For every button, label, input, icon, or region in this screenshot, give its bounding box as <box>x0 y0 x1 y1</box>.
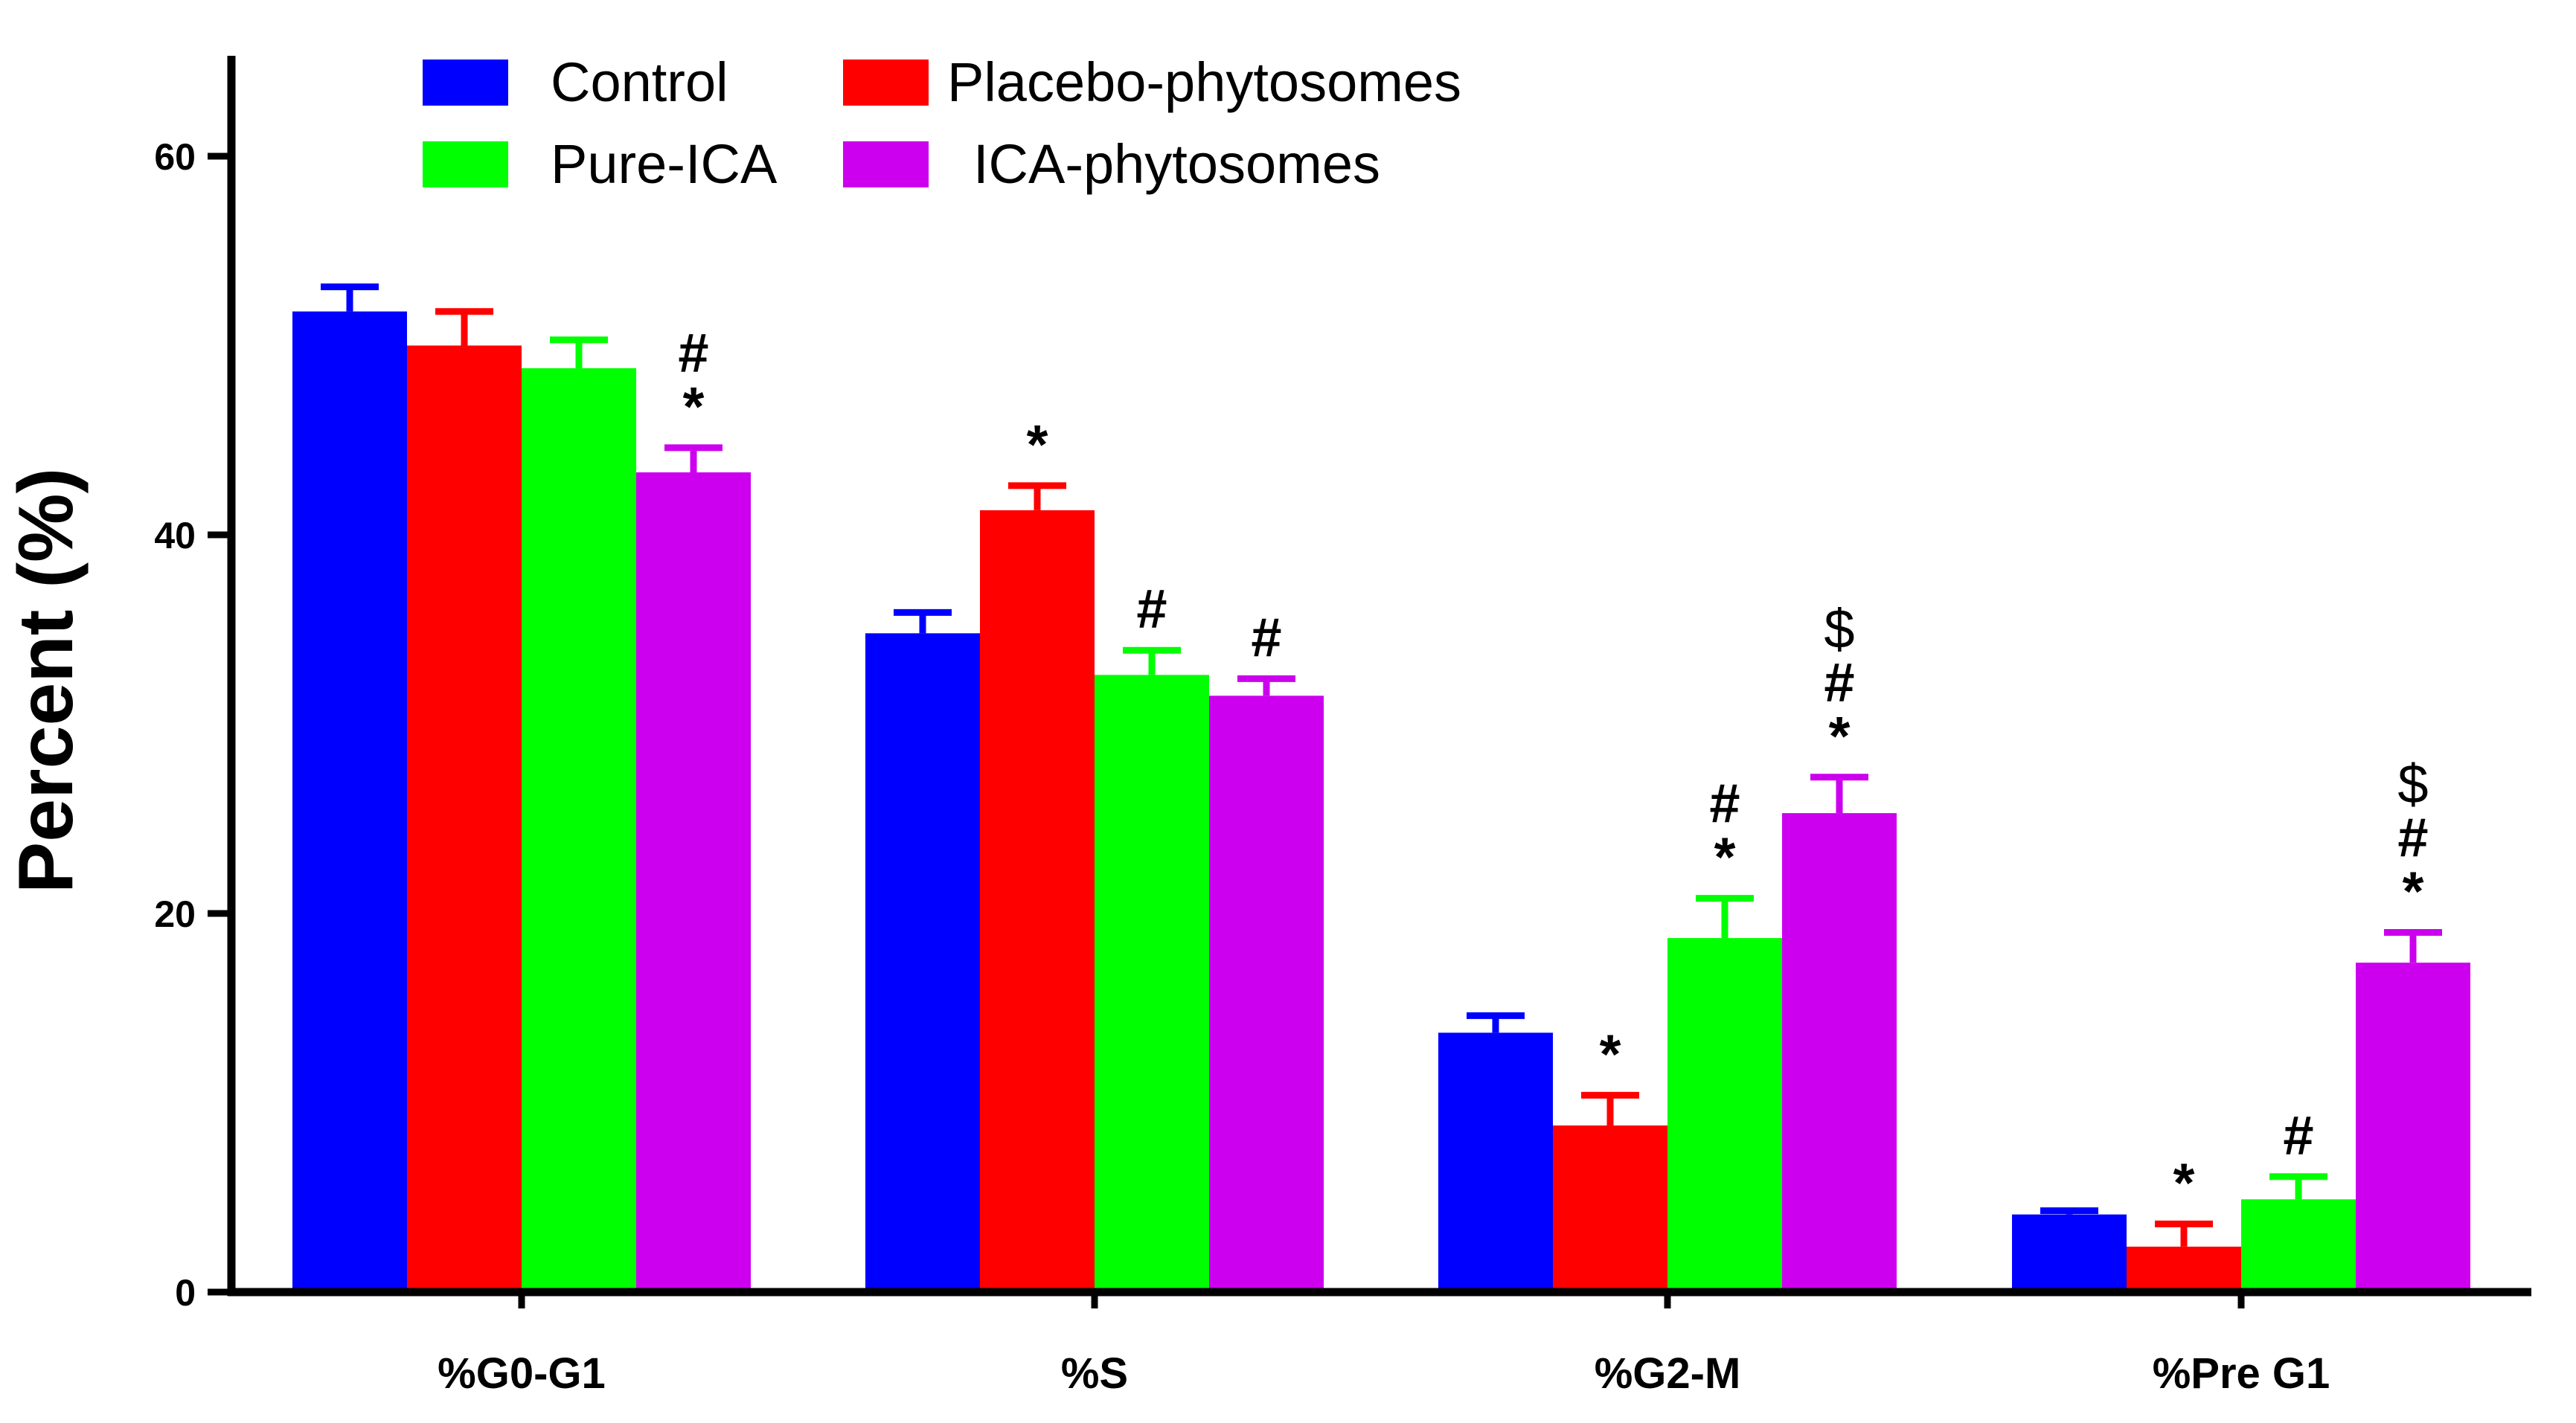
bar-ica-phytosomes-s <box>1209 696 1324 1292</box>
bar-pure-ica-g2-m <box>1667 938 1782 1292</box>
bar-control-s <box>865 633 980 1292</box>
y-tick-label-0: 0 <box>175 1272 196 1314</box>
legend-swatch-ica-phytosomes <box>843 141 929 187</box>
axes <box>208 56 2531 1308</box>
sig-marker-placebo-phytosomes-s-0: * <box>1027 414 1048 475</box>
sig-marker-ica-phytosomes-g2-m-2: $ <box>1824 598 1854 660</box>
y-tick-label-40: 40 <box>154 515 196 556</box>
legend-swatch-placebo-phytosomes <box>843 60 929 106</box>
bar-ica-phytosomes-pre-g1 <box>2356 963 2470 1292</box>
legend-label-control: Control <box>551 51 728 113</box>
bar-pure-ica-g0-g1 <box>522 368 636 1292</box>
sig-marker-ica-phytosomes-g2-m-1: # <box>1824 652 1854 713</box>
bar-pure-ica-pre-g1 <box>2241 1199 2356 1292</box>
sig-marker-ica-phytosomes-s-0: # <box>1251 606 1281 668</box>
sig-marker-pure-ica-g2-m-0: * <box>1714 826 1736 888</box>
legend-label-ica-phytosomes: ICA-phytosomes <box>973 133 1380 195</box>
y-tick-label-60: 60 <box>154 136 196 178</box>
sig-marker-placebo-phytosomes-pre-g1-0: * <box>2173 1151 2195 1213</box>
bar-control-g0-g1 <box>292 311 407 1293</box>
y-axis-title: Percent (%) <box>3 468 89 893</box>
bar-placebo-phytosomes-g2-m <box>1553 1125 1667 1292</box>
bar-placebo-phytosomes-s <box>980 510 1095 1292</box>
legend-label-pure-ica: Pure-ICA <box>551 133 778 195</box>
bar-pure-ica-s <box>1095 675 1209 1292</box>
x-tick-label-pre-g1: %Pre G1 <box>2153 1349 2330 1398</box>
x-tick-labels: %G0-G1 %S %G2-M %Pre G1 <box>438 1349 2330 1398</box>
sig-marker-ica-phytosomes-pre-g1-1: # <box>2397 806 2428 868</box>
sig-marker-pure-ica-s-0: # <box>1136 578 1167 640</box>
bar-control-g2-m <box>1438 1032 1553 1292</box>
legend-swatch-control <box>423 60 508 106</box>
sig-marker-ica-phytosomes-pre-g1-2: $ <box>2397 753 2428 815</box>
bars <box>292 311 2470 1293</box>
x-tick-label-s: %S <box>1061 1349 1128 1398</box>
sig-marker-pure-ica-pre-g1-0: # <box>2283 1105 2313 1166</box>
x-tick-label-g0-g1: %G0-G1 <box>438 1349 606 1398</box>
legend-swatch-pure-ica <box>423 141 508 187</box>
y-tick-label-20: 20 <box>154 893 196 935</box>
bar-ica-phytosomes-g2-m <box>1782 813 1897 1292</box>
sig-marker-ica-phytosomes-g0-g1-1: # <box>678 322 708 384</box>
bar-ica-phytosomes-g0-g1 <box>636 472 751 1292</box>
sig-marker-ica-phytosomes-g0-g1-0: * <box>683 376 705 437</box>
x-tick-label-g2-m: %G2-M <box>1595 1349 1741 1398</box>
legend-label-placebo-phytosomes: Placebo-phytosomes <box>947 51 1461 113</box>
sig-marker-pure-ica-g2-m-1: # <box>1709 773 1740 835</box>
y-tick-labels: 0 20 40 60 <box>154 136 196 1314</box>
bar-placebo-phytosomes-g0-g1 <box>407 345 522 1292</box>
sig-marker-ica-phytosomes-g2-m-0: * <box>1829 705 1851 767</box>
sig-marker-ica-phytosomes-pre-g1-0: * <box>2403 860 2424 922</box>
legend: Control Placebo-phytosomes Pure-ICA ICA-phy… <box>423 51 1461 195</box>
bar-placebo-phytosomes-pre-g1 <box>2127 1246 2241 1292</box>
significance-markers: *#*# #**#*#$*#*#$ <box>678 322 2428 1213</box>
sig-marker-placebo-phytosomes-g2-m-0: * <box>1600 1023 1621 1085</box>
bar-control-pre-g1 <box>2012 1214 2127 1292</box>
error-bars <box>321 283 2442 1247</box>
